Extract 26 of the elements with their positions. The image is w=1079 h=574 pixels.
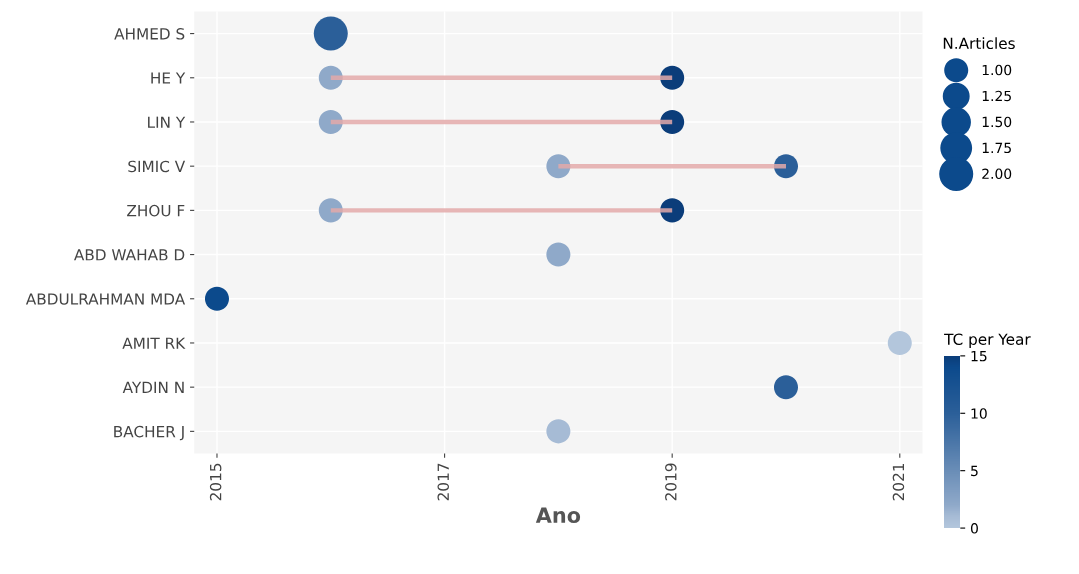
color-bar-label: 10 (971, 408, 987, 419)
color-bar-label: 0 (970, 523, 978, 534)
color-bar-label: 5 (971, 465, 978, 477)
y-tick-label: SIMIC V (128, 160, 186, 173)
legend-title: N.Articles (943, 37, 1015, 50)
legend-label: 1.00 (982, 64, 1012, 76)
y-tick-label: LIN Y (148, 116, 186, 128)
legend-label: 1.50 (982, 116, 1012, 128)
x-axis-title: Ano (535, 507, 581, 524)
y-tick-label: ABDULRAHMAN MDA (25, 293, 186, 305)
legend-label: 1.25 (982, 90, 1011, 102)
y-tick-label: ABD WAHAB D (74, 249, 185, 261)
y-tick-label: BACHER J (114, 425, 184, 441)
legend-label: 1.75 (982, 142, 1011, 154)
x-tick-label: 2017 (437, 463, 450, 501)
x-tick-label: 2015 (209, 463, 222, 501)
y-tick-label: HE Y (151, 72, 186, 84)
x-tick-label: 2021 (892, 463, 905, 501)
y-tick-label: ZHOU F (127, 204, 185, 217)
color-bar-title: TC per Year (944, 333, 1031, 348)
x-tick-label: 2019 (665, 463, 677, 501)
y-tick-label: AYDIN N (122, 381, 184, 393)
y-tick-label: AMIT RK (122, 337, 186, 349)
y-tick-label: AHMED S (114, 28, 185, 40)
color-bar-label: 15 (971, 351, 987, 362)
legend-label: 2.00 (982, 168, 1012, 180)
